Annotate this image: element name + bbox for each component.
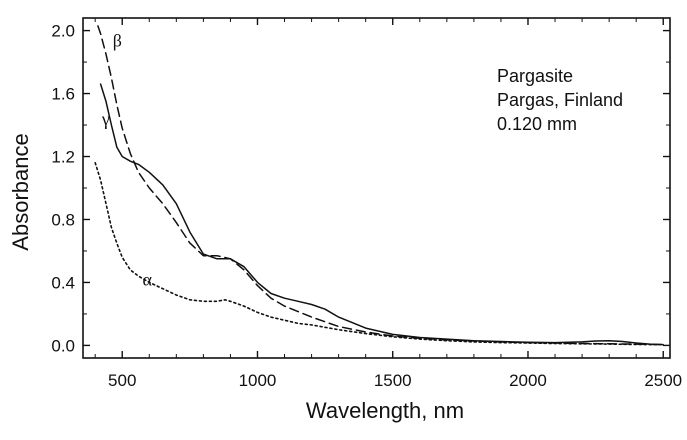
annotation-line-1: Pargasite [497, 66, 573, 86]
x-tick-label: 1500 [374, 371, 412, 390]
series-line-gamma [99, 83, 664, 346]
series-label-beta: β [113, 30, 122, 50]
x-tick-label: 2500 [644, 371, 682, 390]
series-label-gamma: γ [101, 109, 110, 129]
x-tick-label: 500 [108, 371, 136, 390]
annotation-line-3: 0.120 mm [497, 114, 577, 134]
y-tick-label: 1.2 [51, 148, 75, 167]
x-tick-label: 1000 [239, 371, 277, 390]
y-tick-label: 0.4 [51, 273, 75, 292]
x-axis-title: Wavelength, nm [306, 398, 464, 423]
y-tick-label: 0.0 [51, 336, 75, 355]
y-axis-title: Absorbance [8, 133, 33, 250]
annotation-line-2: Pargas, Finland [497, 90, 623, 110]
y-tick-label: 0.8 [51, 210, 75, 229]
series-label-alpha: α [143, 270, 153, 290]
series-line-alpha [94, 162, 665, 346]
y-tick-label: 2.0 [51, 22, 75, 41]
x-tick-label: 2000 [509, 371, 547, 390]
y-tick-label: 1.6 [51, 85, 75, 104]
plot-frame [82, 17, 671, 359]
